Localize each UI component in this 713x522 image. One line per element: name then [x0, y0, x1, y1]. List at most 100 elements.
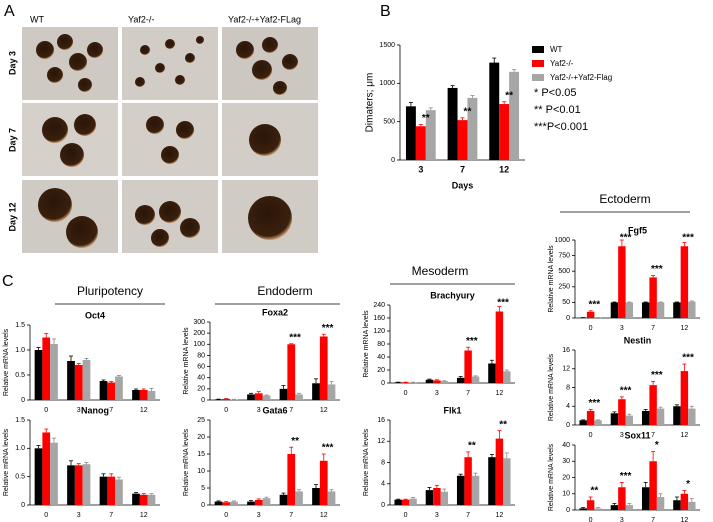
y-tick-label: 500 [383, 119, 395, 126]
bar [618, 487, 626, 510]
x-tick-label: 3 [257, 407, 261, 414]
x-tick-label: 12 [495, 390, 503, 397]
chart-title: Foxa2 [262, 307, 288, 317]
x-tick-label: 12 [495, 512, 503, 519]
legend-note: * P<0.05 [534, 87, 577, 99]
y-tick-label: 0 [566, 422, 570, 429]
x-tick-label: 7 [651, 325, 655, 332]
y-axis-label: Relative mRNA levels [3, 428, 10, 496]
significance: ** [464, 106, 472, 117]
bar [456, 377, 465, 383]
y-tick-label: 1000 [554, 237, 570, 244]
significance: ** [291, 436, 299, 447]
y-axis-label: Relative mRNA levels [183, 428, 190, 496]
panel-label: B [380, 3, 391, 20]
bar [132, 493, 140, 505]
y-tick-label: 40 [197, 375, 205, 382]
y-axis-label: Relative mRNA levels [363, 428, 370, 496]
y-tick-label: 20 [377, 367, 385, 374]
y-tick-label: 1.5 [15, 322, 25, 329]
legend-swatch [532, 74, 544, 81]
bar [610, 413, 619, 425]
bar [287, 344, 296, 400]
bar [499, 104, 510, 160]
bar [440, 491, 449, 505]
y-tick-label: 0 [566, 315, 570, 322]
bar [610, 505, 619, 510]
y-tick-label: 20 [197, 434, 205, 441]
bar [610, 302, 619, 318]
bar [641, 410, 650, 425]
bar [641, 302, 650, 318]
significance: *** [322, 443, 334, 454]
bar [488, 457, 496, 505]
x-axis-label: Days [452, 180, 474, 190]
bar [688, 301, 696, 318]
panel-label: C [2, 273, 14, 290]
y-tick-label: 8 [566, 384, 570, 391]
y-tick-label: 80 [377, 341, 385, 348]
significance: *** [466, 336, 478, 347]
legend-note: ** P<0.01 [534, 104, 581, 116]
x-tick-label: 12 [499, 164, 509, 174]
bar [489, 62, 500, 161]
y-tick-label: 0 [201, 397, 205, 404]
y-tick-label: 20 [562, 474, 570, 481]
y-axis-label: Dimaters; μm [365, 73, 376, 133]
bar [680, 371, 689, 425]
y-axis-label: Relative mRNA levels [363, 310, 370, 378]
bar [586, 311, 595, 318]
significance: *** [682, 233, 694, 244]
bar [649, 385, 657, 425]
x-tick-label: 7 [289, 512, 293, 519]
x-tick-label: 12 [140, 512, 148, 519]
y-tick-label: 12 [562, 366, 570, 373]
y-tick-label: 500 [558, 268, 570, 275]
y-tick-label: 4 [566, 403, 570, 410]
bar [82, 360, 91, 400]
y-tick-label: 10 [197, 468, 205, 475]
column-label: WT [30, 14, 44, 24]
bar [503, 458, 511, 505]
bar [34, 350, 43, 400]
bar [42, 432, 51, 505]
bar [464, 457, 472, 505]
y-tick-label: 0 [201, 502, 205, 509]
image [122, 27, 218, 100]
bar [625, 302, 634, 318]
bar [594, 508, 602, 510]
bar [74, 465, 83, 505]
x-tick-label: 0 [589, 517, 593, 522]
bar [287, 454, 296, 505]
bar [656, 408, 665, 425]
spheroids [36, 34, 298, 248]
bar [625, 415, 634, 425]
bar [254, 393, 263, 400]
row-label: Day 12 [7, 202, 17, 231]
y-axis-label: Relative mRNA levels [548, 245, 555, 313]
column-label: Yaf2-/- [128, 14, 154, 24]
y-tick-label: 160 [373, 315, 385, 322]
bar [649, 277, 657, 318]
x-tick-label: 7 [460, 164, 465, 174]
significance: ** [505, 90, 513, 101]
chart-title: Nestin [624, 335, 652, 345]
significance: *** [651, 370, 663, 381]
row-label: Day 7 [7, 128, 17, 152]
bar [425, 490, 434, 505]
bar [579, 508, 587, 510]
bar [394, 499, 402, 505]
chart-title: Oct4 [85, 310, 105, 320]
y-tick-label: 4 [381, 481, 385, 488]
y-tick-label: 0.5 [15, 372, 25, 379]
bar [254, 499, 263, 505]
y-tick-label: 16 [562, 347, 570, 354]
bar [625, 505, 634, 510]
bar [618, 246, 626, 318]
significance: *** [289, 332, 301, 343]
micrographs [22, 27, 318, 253]
significance: * [655, 440, 659, 451]
x-tick-label: 3 [435, 512, 439, 519]
significance: * [686, 479, 690, 490]
